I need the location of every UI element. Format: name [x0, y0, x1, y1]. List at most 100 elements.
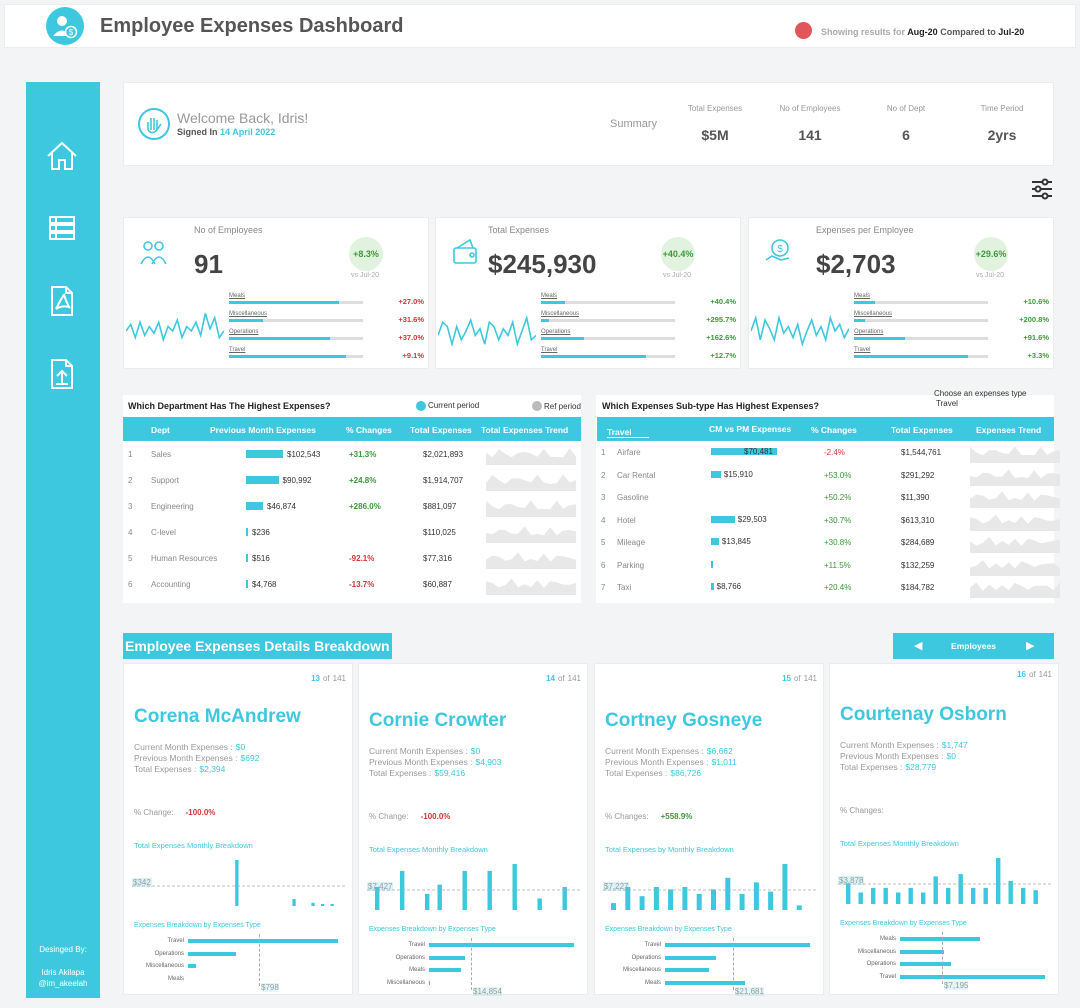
employee-stat-label: Current Month Expenses : — [134, 742, 233, 752]
subtype-filter[interactable]: Travel — [607, 427, 649, 438]
employee-stat-label: Previous Month Expenses : — [605, 757, 709, 767]
table-row[interactable]: 7 Taxi $8,766 +20.4% $184,782 — [596, 575, 1060, 598]
kpi-breakdown-label: Miscellaneous — [229, 311, 268, 317]
chooser-value[interactable]: Travel — [936, 399, 958, 408]
dept-change: -13.7% — [349, 580, 375, 589]
table-row[interactable]: 1 Airfare $70,481 -2.4% $1,544,761 — [596, 440, 1060, 463]
table-row[interactable]: 3 Gasoline +50.2% $11,390 — [596, 485, 1060, 508]
subtype-trend — [970, 531, 1060, 553]
kpi-breakdown-track — [229, 355, 363, 358]
table-row[interactable]: 4 Hotel $29,503 +30.7% $613,310 — [596, 508, 1060, 531]
table-row[interactable]: 6 Parking +11.5% $132,259 — [596, 553, 1060, 576]
monthly-bar — [1021, 887, 1026, 904]
trend-area — [486, 552, 576, 569]
list-icon[interactable] — [44, 210, 80, 246]
wave-icon — [138, 108, 170, 140]
kpi-breakdown-row: Miscellaneous +200.8% — [854, 311, 1054, 329]
table-row[interactable]: 1 Sales $102,543 +31.3% $2,021,893 — [123, 441, 581, 467]
monthly-ref-value: $7,427 — [367, 882, 394, 891]
monthly-bar — [725, 877, 731, 910]
status-mid: Compared to — [940, 27, 996, 37]
dept-prev-bar — [246, 528, 248, 536]
kpi-breakdown-row: Travel +3.3% — [854, 347, 1054, 365]
employee-card: 13 of 141 Corena McAndrew Current Month Expe… — [123, 663, 353, 995]
monthly-bar — [711, 889, 716, 910]
monthly-bar — [946, 887, 951, 904]
subtype-cm-value: $15,910 — [723, 469, 753, 479]
monthly-bar — [768, 891, 774, 910]
employee-change-label: % Changes: — [840, 806, 884, 815]
employee-stat-label: Current Month Expenses : — [840, 740, 939, 750]
employee-stat-value: $692 — [240, 753, 260, 763]
employee-change-value: +558.9% — [660, 812, 693, 821]
kpi-breakdown-row: Miscellaneous +31.6% — [229, 311, 429, 329]
employee-index: 15 of 141 — [782, 674, 817, 683]
type-label: Operations — [395, 954, 425, 961]
summary-stat-label: Total Expenses — [687, 104, 743, 113]
kpi-breakdown-pct: +27.0% — [398, 297, 424, 306]
table-row[interactable]: 3 Engineering $46,874 +286.0% $881,097 — [123, 493, 581, 519]
monthly-breakdown-chart: $7,227 — [603, 860, 817, 912]
monthly-bar — [858, 892, 863, 904]
legend-current: Current period — [428, 401, 480, 410]
table-row[interactable]: 2 Support $90,992 +24.8% $1,914,707 — [123, 467, 581, 493]
summary-stat-value: 141 — [798, 127, 822, 143]
table-row[interactable]: 5 Human Resources $516 -92.1% $77,316 — [123, 545, 581, 571]
next-employee-button[interactable]: ▶ — [1026, 640, 1035, 652]
table-row[interactable]: 4 C-level $236 $110,025 — [123, 519, 581, 545]
pdf-icon[interactable] — [44, 283, 80, 319]
subtype-cm-bar — [711, 560, 713, 568]
summary-stat-value: $5M — [701, 127, 729, 143]
kpi-breakdown-track — [229, 319, 363, 322]
monthly-bar — [753, 882, 759, 910]
type-bar — [665, 943, 810, 947]
employee-index-total: 141 — [803, 674, 817, 683]
employee-card: 15 of 141 Cortney Gosneye Current Month Expe… — [594, 663, 824, 996]
employee-stat-value: $0 — [470, 746, 481, 756]
table-row[interactable]: 6 Accounting $4,768 -13.7% $60,887 — [123, 571, 581, 597]
summary-label: Summary — [610, 118, 658, 130]
kpi-change-badge: +29.6% — [974, 237, 1008, 271]
kpi-breakdown-pct: +162.6% — [706, 333, 736, 342]
filter-sliders-icon[interactable] — [1030, 178, 1054, 200]
subtype-name: Mileage — [617, 538, 646, 547]
subtype-name: Hotel — [617, 515, 636, 525]
trend-area — [486, 500, 576, 517]
legend-current-dot — [416, 401, 426, 411]
trend-area — [970, 446, 1060, 463]
kpi-breakdown-track — [541, 301, 675, 304]
type-bar — [665, 968, 709, 972]
kpi-change-badge: +8.3% — [349, 237, 383, 271]
kpi-breakdown-row: Travel +12.7% — [541, 347, 741, 365]
subtype-cm-bar — [711, 583, 714, 590]
trend-area — [970, 514, 1060, 531]
monthly-bar — [375, 887, 380, 910]
monthly-bar — [330, 904, 334, 906]
kpi-breakdown-label: Operations — [541, 329, 571, 335]
dept-name: Accounting — [151, 580, 191, 589]
kpi-breakdown-fill — [854, 319, 865, 322]
upload-icon[interactable] — [44, 356, 80, 392]
type-ref-value: $798 — [261, 983, 279, 992]
employee-stat-value: $1,747 — [941, 740, 968, 750]
home-icon[interactable] — [44, 138, 80, 174]
table-row[interactable]: 5 Mileage $13,845 +30.8% $284,689 — [596, 530, 1060, 553]
monthly-bar — [1008, 881, 1013, 904]
dept-prev-value: $516 — [252, 554, 270, 563]
employee-index-current: 14 — [546, 674, 555, 683]
dept-table-title: Which Department Has The Highest Expense… — [128, 401, 331, 411]
dept-prev-bar — [246, 580, 248, 588]
subtype-name: Parking — [617, 560, 645, 570]
prev-employee-button[interactable]: ◀ — [914, 640, 923, 652]
type-ref-line — [733, 938, 734, 990]
dept-rank: 6 — [128, 580, 133, 589]
subtype-trend — [970, 464, 1060, 486]
trend-area — [970, 468, 1060, 486]
kpi-breakdown-pct: +12.7% — [710, 351, 736, 360]
employee-stat-label: Total Expenses : — [369, 768, 432, 778]
employee-stat-line: Current Month Expenses : $0 — [134, 742, 245, 753]
table-row[interactable]: 2 Car Rental $15,910 +53.0% $291,292 — [596, 463, 1060, 486]
employee-stat-value: $4,903 — [475, 757, 502, 767]
employee-selector-label: Employees — [951, 641, 996, 651]
type-breakdown-title: Expenses Breakdown by Expenses Type — [605, 926, 732, 933]
